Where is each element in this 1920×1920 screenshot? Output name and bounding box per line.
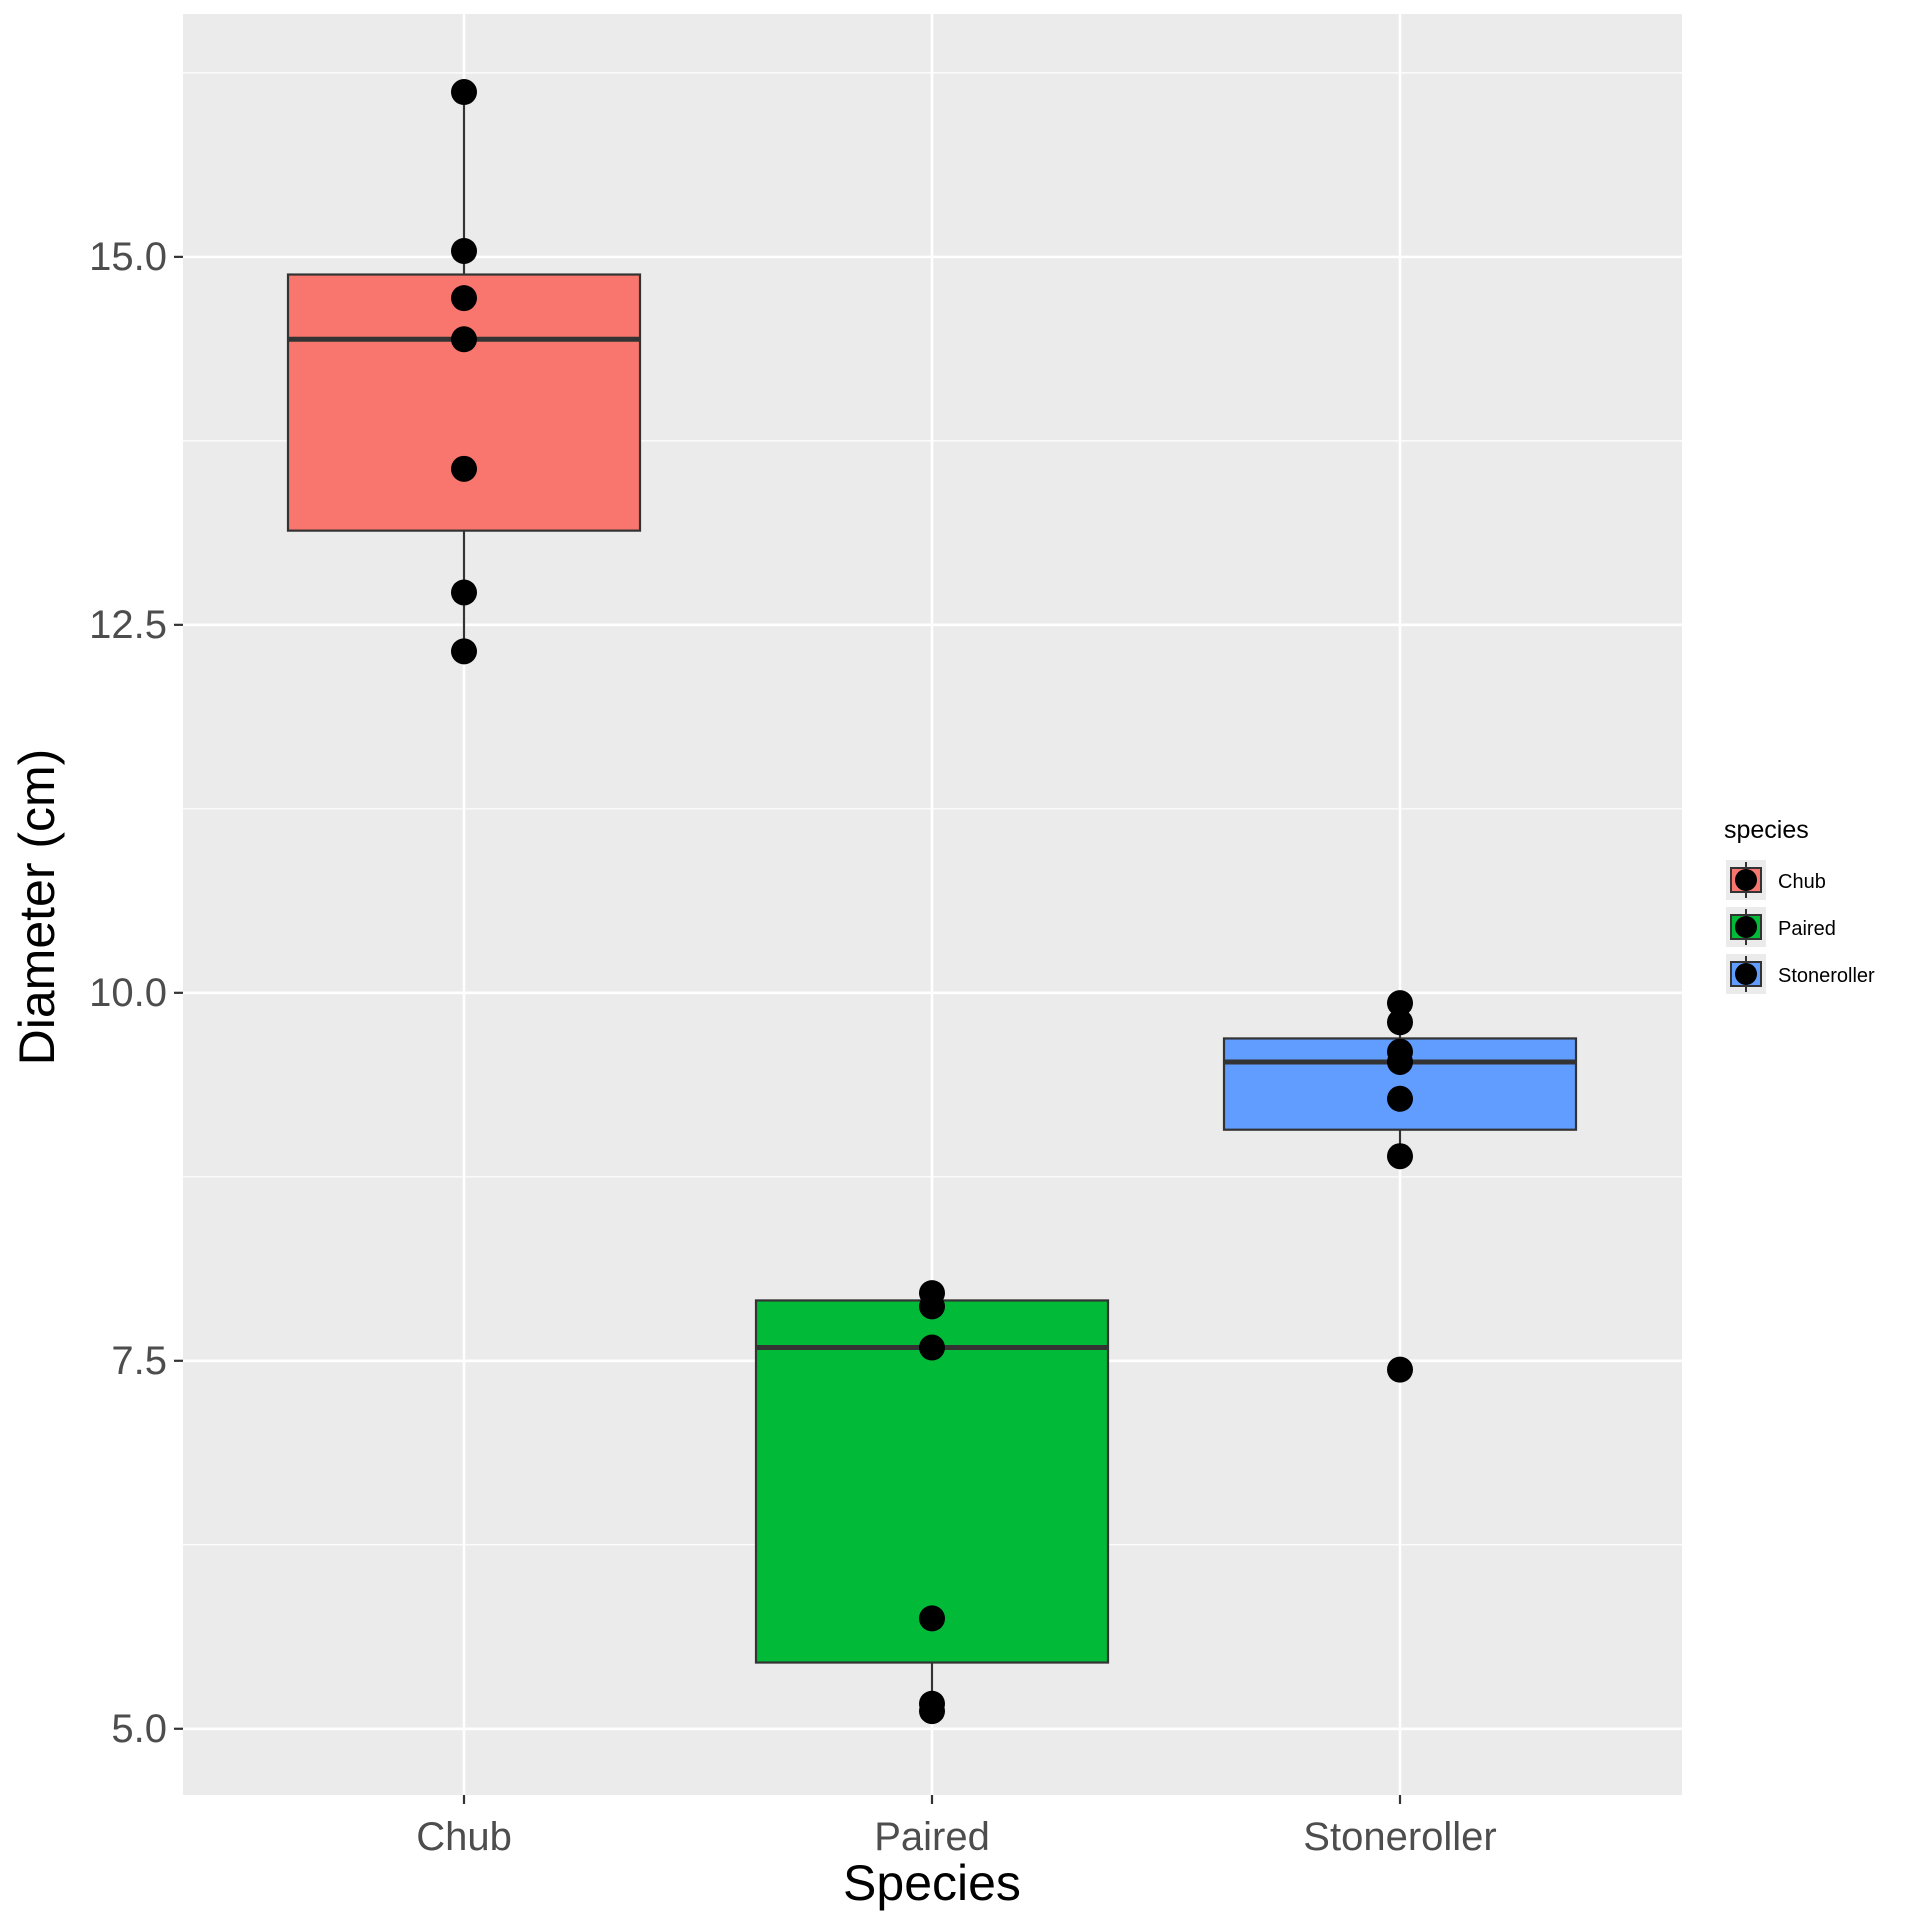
data-point-stoneroller: [1387, 1085, 1413, 1112]
data-point-stoneroller: [1387, 1356, 1413, 1383]
data-point-chub: [451, 237, 477, 264]
y-tick-label: 7.5: [111, 1339, 167, 1383]
legend-item-paired: Paired: [1726, 907, 1836, 947]
data-point-chub: [451, 285, 477, 312]
legend-key-point: [1735, 869, 1757, 891]
legend-title: species: [1724, 816, 1809, 844]
data-point-paired: [919, 1334, 945, 1361]
data-point-paired: [919, 1605, 945, 1632]
legend-label: Chub: [1778, 871, 1826, 893]
data-point-stoneroller: [1387, 1048, 1413, 1075]
data-point-chub: [451, 326, 477, 353]
data-point-stoneroller: [1387, 1143, 1413, 1170]
data-point-chub: [451, 579, 477, 606]
data-point-chub: [451, 79, 477, 106]
x-axis-title: Species: [843, 1855, 1021, 1911]
legend-key-point: [1735, 963, 1757, 985]
legend: species Chub Paired Stoneroller: [1724, 816, 1875, 994]
box-body: [286, 273, 642, 532]
x-tick-label: Stoneroller: [1303, 1815, 1496, 1859]
data-point-paired: [919, 1698, 945, 1725]
box-paired: [754, 1293, 1110, 1712]
legend-key-point: [1735, 916, 1757, 938]
data-point-chub: [451, 455, 477, 482]
data-point-chub: [451, 638, 477, 665]
data-point-stoneroller: [1387, 990, 1413, 1017]
legend-label: Paired: [1778, 918, 1836, 940]
legend-item-stoneroller: Stoneroller: [1726, 954, 1875, 994]
data-point-paired: [919, 1293, 945, 1320]
x-tick-label: Chub: [416, 1815, 512, 1859]
y-tick-label: 10.0: [89, 971, 167, 1015]
data-point-stoneroller: [1387, 1009, 1413, 1036]
legend-item-chub: Chub: [1726, 860, 1826, 900]
data-points: [451, 79, 1413, 1725]
y-tick-label: 12.5: [89, 603, 167, 647]
y-tick-label: 15.0: [89, 235, 167, 279]
box-body: [754, 1299, 1110, 1664]
y-tick-label: 5.0: [111, 1707, 167, 1751]
axes: 5.0 7.5 10.0 12.5 15.0 Chub Paired Stoneroller: [89, 235, 1497, 1859]
legend-label: Stoneroller: [1778, 965, 1875, 987]
y-axis-title: Diameter (cm): [9, 749, 65, 1066]
x-tick-label: Paired: [874, 1815, 990, 1859]
